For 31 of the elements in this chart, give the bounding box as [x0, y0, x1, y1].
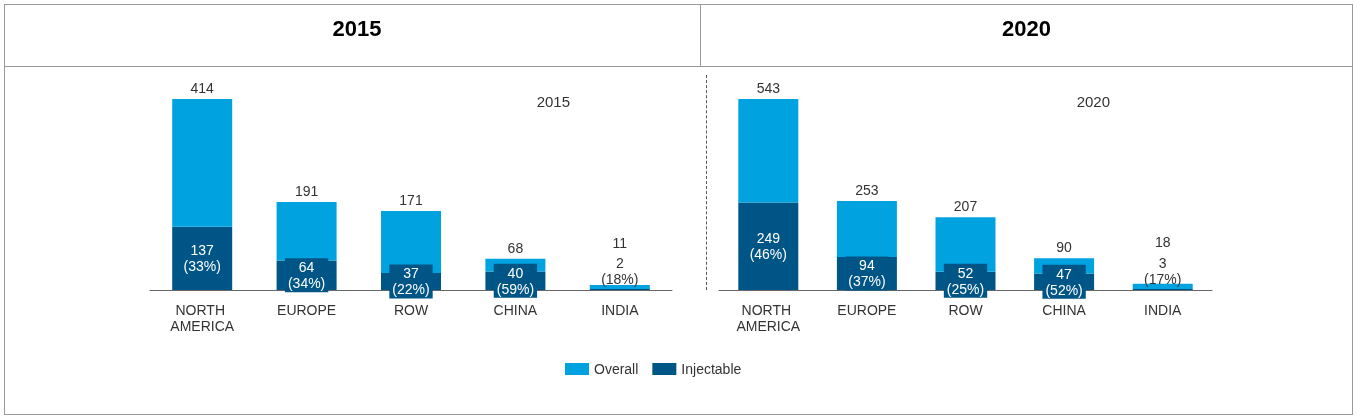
legend-label: Overall — [594, 361, 639, 377]
text: 2015 — [332, 15, 382, 41]
total-label: 414 — [190, 80, 215, 96]
x-tick-label: EUROPE — [837, 302, 897, 318]
x-tick-label: CHINA — [1042, 302, 1087, 318]
total-label: 543 — [756, 80, 781, 96]
data-label: 2 (18%) — [601, 255, 639, 288]
data-label: 3 (17%) — [1144, 254, 1182, 287]
x-tick-label: NORTH AMERICA — [170, 302, 235, 334]
total-label: 18 — [1154, 233, 1171, 250]
chart-title: 2020 — [1076, 93, 1111, 110]
data-label: 94 (37%) — [848, 257, 886, 290]
x-tick-label: ROW — [393, 302, 429, 318]
total-label: 207 — [953, 198, 978, 215]
total-label: 90 — [1056, 239, 1073, 256]
x-tick-label: ROW — [948, 302, 984, 318]
x-tick-label: INDIA — [601, 302, 640, 318]
x-tick-label: INDIA — [1144, 302, 1183, 318]
data-label: 249 (46%) — [749, 230, 787, 263]
x-tick-label: NORTH AMERICA — [736, 302, 801, 334]
total-label: 191 — [294, 182, 319, 199]
total-label: 11 — [612, 234, 628, 251]
chart-title: 2015 — [536, 93, 571, 110]
total-label: 253 — [855, 182, 879, 199]
x-tick-label: CHINA — [493, 302, 538, 318]
text: 2020 — [1002, 15, 1051, 41]
total-label: 171 — [399, 192, 423, 209]
legend-label: Injectable — [681, 361, 742, 377]
x-tick-label: EUROPE — [277, 302, 337, 318]
total-label: 68 — [507, 239, 524, 256]
data-label: 137 (33%) — [183, 242, 221, 275]
